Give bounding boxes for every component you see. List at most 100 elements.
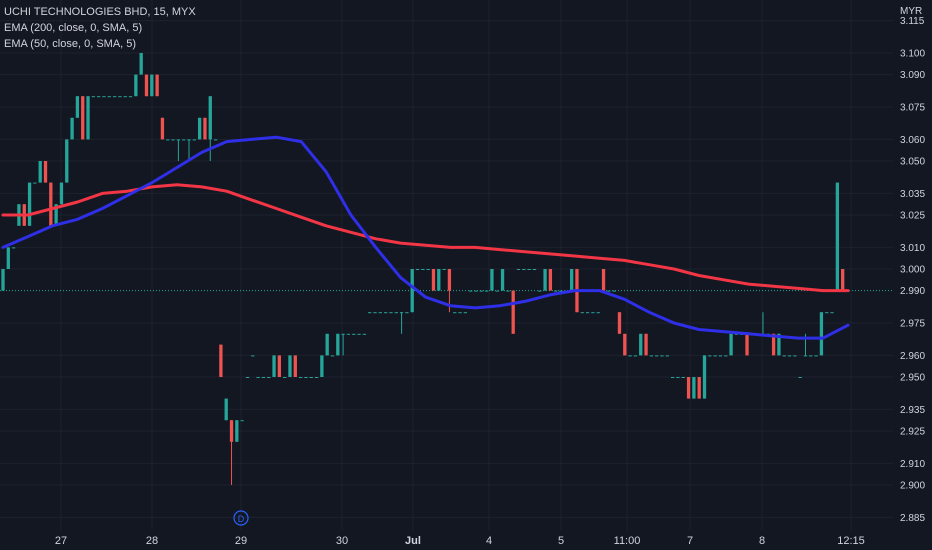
candle-body (139, 53, 143, 75)
candle-body (75, 96, 80, 118)
price-tick-label: 2.960 (900, 351, 925, 362)
candle-body (681, 377, 685, 378)
price-axis[interactable]: 3.115 3.100 3.090 3.075 3.060 3.050 3.035 3.025… (900, 16, 925, 524)
candle-body (522, 269, 526, 270)
candle-body (70, 117, 74, 140)
candle-body (782, 355, 786, 357)
candle-body (224, 398, 228, 421)
candle-body (357, 333, 361, 335)
candle-body (118, 96, 122, 98)
candle-body (543, 269, 547, 291)
price-tick-label: 3.060 (900, 135, 925, 146)
candle-body (734, 333, 739, 335)
candle-body (670, 377, 675, 378)
candle-body (81, 96, 85, 140)
candle-body (665, 355, 669, 357)
candle-body (644, 333, 648, 356)
candle-body (213, 139, 218, 141)
candle-body (187, 139, 191, 141)
candle-body (713, 355, 717, 357)
candle-body (554, 290, 558, 292)
candle-body (182, 139, 186, 141)
price-tick-label: 3.025 (900, 211, 925, 222)
candle-body (686, 377, 691, 399)
candle-body (272, 355, 276, 377)
candle-body (692, 377, 696, 399)
candle-body (304, 377, 308, 378)
candle-body (325, 333, 329, 356)
candle-body (516, 269, 521, 270)
candle-body (548, 269, 553, 291)
indicator-ema-50-label[interactable]: EMA (50, close, 0, SMA, 5) (4, 38, 137, 50)
time-tick-label: Jul (405, 535, 421, 547)
time-tick-label: 29 (235, 535, 247, 547)
candle-body (601, 269, 606, 291)
price-tick-label: 3.090 (900, 70, 925, 81)
time-axis[interactable]: 27 28 29 30 Jul 4 5 11:00 7 8 12:15 (55, 535, 865, 547)
candle-body (591, 312, 595, 314)
candle-body (426, 269, 430, 270)
candle-body (405, 312, 409, 314)
candle-body (825, 312, 829, 314)
candle-body (580, 312, 584, 314)
candle-body (623, 333, 627, 356)
candle-body (617, 312, 622, 334)
candle-body (633, 355, 638, 357)
symbol-title[interactable]: UCHI TECHNOLOGIES BHD, 15, MYX (4, 6, 196, 18)
dividend-marker[interactable]: D (233, 510, 249, 526)
candle-body (394, 312, 398, 314)
candle-body (86, 96, 90, 140)
indicator-ema-200-label[interactable]: EMA (200, close, 0, SMA, 5) (4, 22, 143, 34)
candle-body (660, 355, 664, 357)
candle-body (155, 74, 159, 97)
chart-grid (0, 0, 893, 530)
candle-body (261, 377, 266, 378)
candle-body (267, 377, 271, 378)
candle-body (166, 139, 170, 141)
candle-body (649, 355, 654, 357)
candle-body (437, 269, 441, 291)
candle-body (330, 355, 335, 357)
candle-body (463, 312, 468, 314)
candle-body (256, 377, 260, 378)
candle-body (1, 269, 5, 291)
candle-body (841, 269, 845, 291)
candle-body (538, 290, 542, 292)
candle-body (309, 377, 313, 378)
candle-body (474, 290, 478, 292)
candle-body (352, 333, 356, 335)
candle-body (11, 247, 16, 249)
candle-body (697, 377, 701, 399)
candle-body (708, 355, 712, 357)
candle-body (798, 377, 802, 378)
candle-body (442, 269, 446, 270)
candle-body (830, 312, 834, 314)
price-tick-label: 3.000 (900, 265, 925, 276)
candle-body (469, 290, 473, 292)
time-tick-label: 12:15 (837, 535, 865, 547)
candle-body (607, 290, 611, 292)
candle-body (628, 355, 632, 357)
candle-body (33, 182, 37, 184)
candle-body (123, 96, 127, 98)
price-tick-label: 2.885 (900, 513, 925, 524)
candle-body (112, 96, 117, 98)
candle-body (676, 377, 680, 378)
price-tick-label: 2.925 (900, 427, 925, 438)
candle-body (43, 161, 48, 183)
candle-body (724, 355, 728, 357)
candle-body (229, 420, 234, 442)
candle-body (128, 96, 133, 98)
price-tick-label: 3.115 (900, 16, 925, 27)
candle-body (819, 312, 824, 356)
candle-body (288, 355, 292, 377)
candle-body (639, 333, 643, 356)
candle-body (6, 247, 10, 269)
candle-body (97, 96, 101, 98)
price-tick-label: 2.950 (900, 373, 925, 384)
candle-body (65, 139, 69, 183)
candle-body (527, 269, 531, 270)
candle-body (702, 355, 707, 399)
